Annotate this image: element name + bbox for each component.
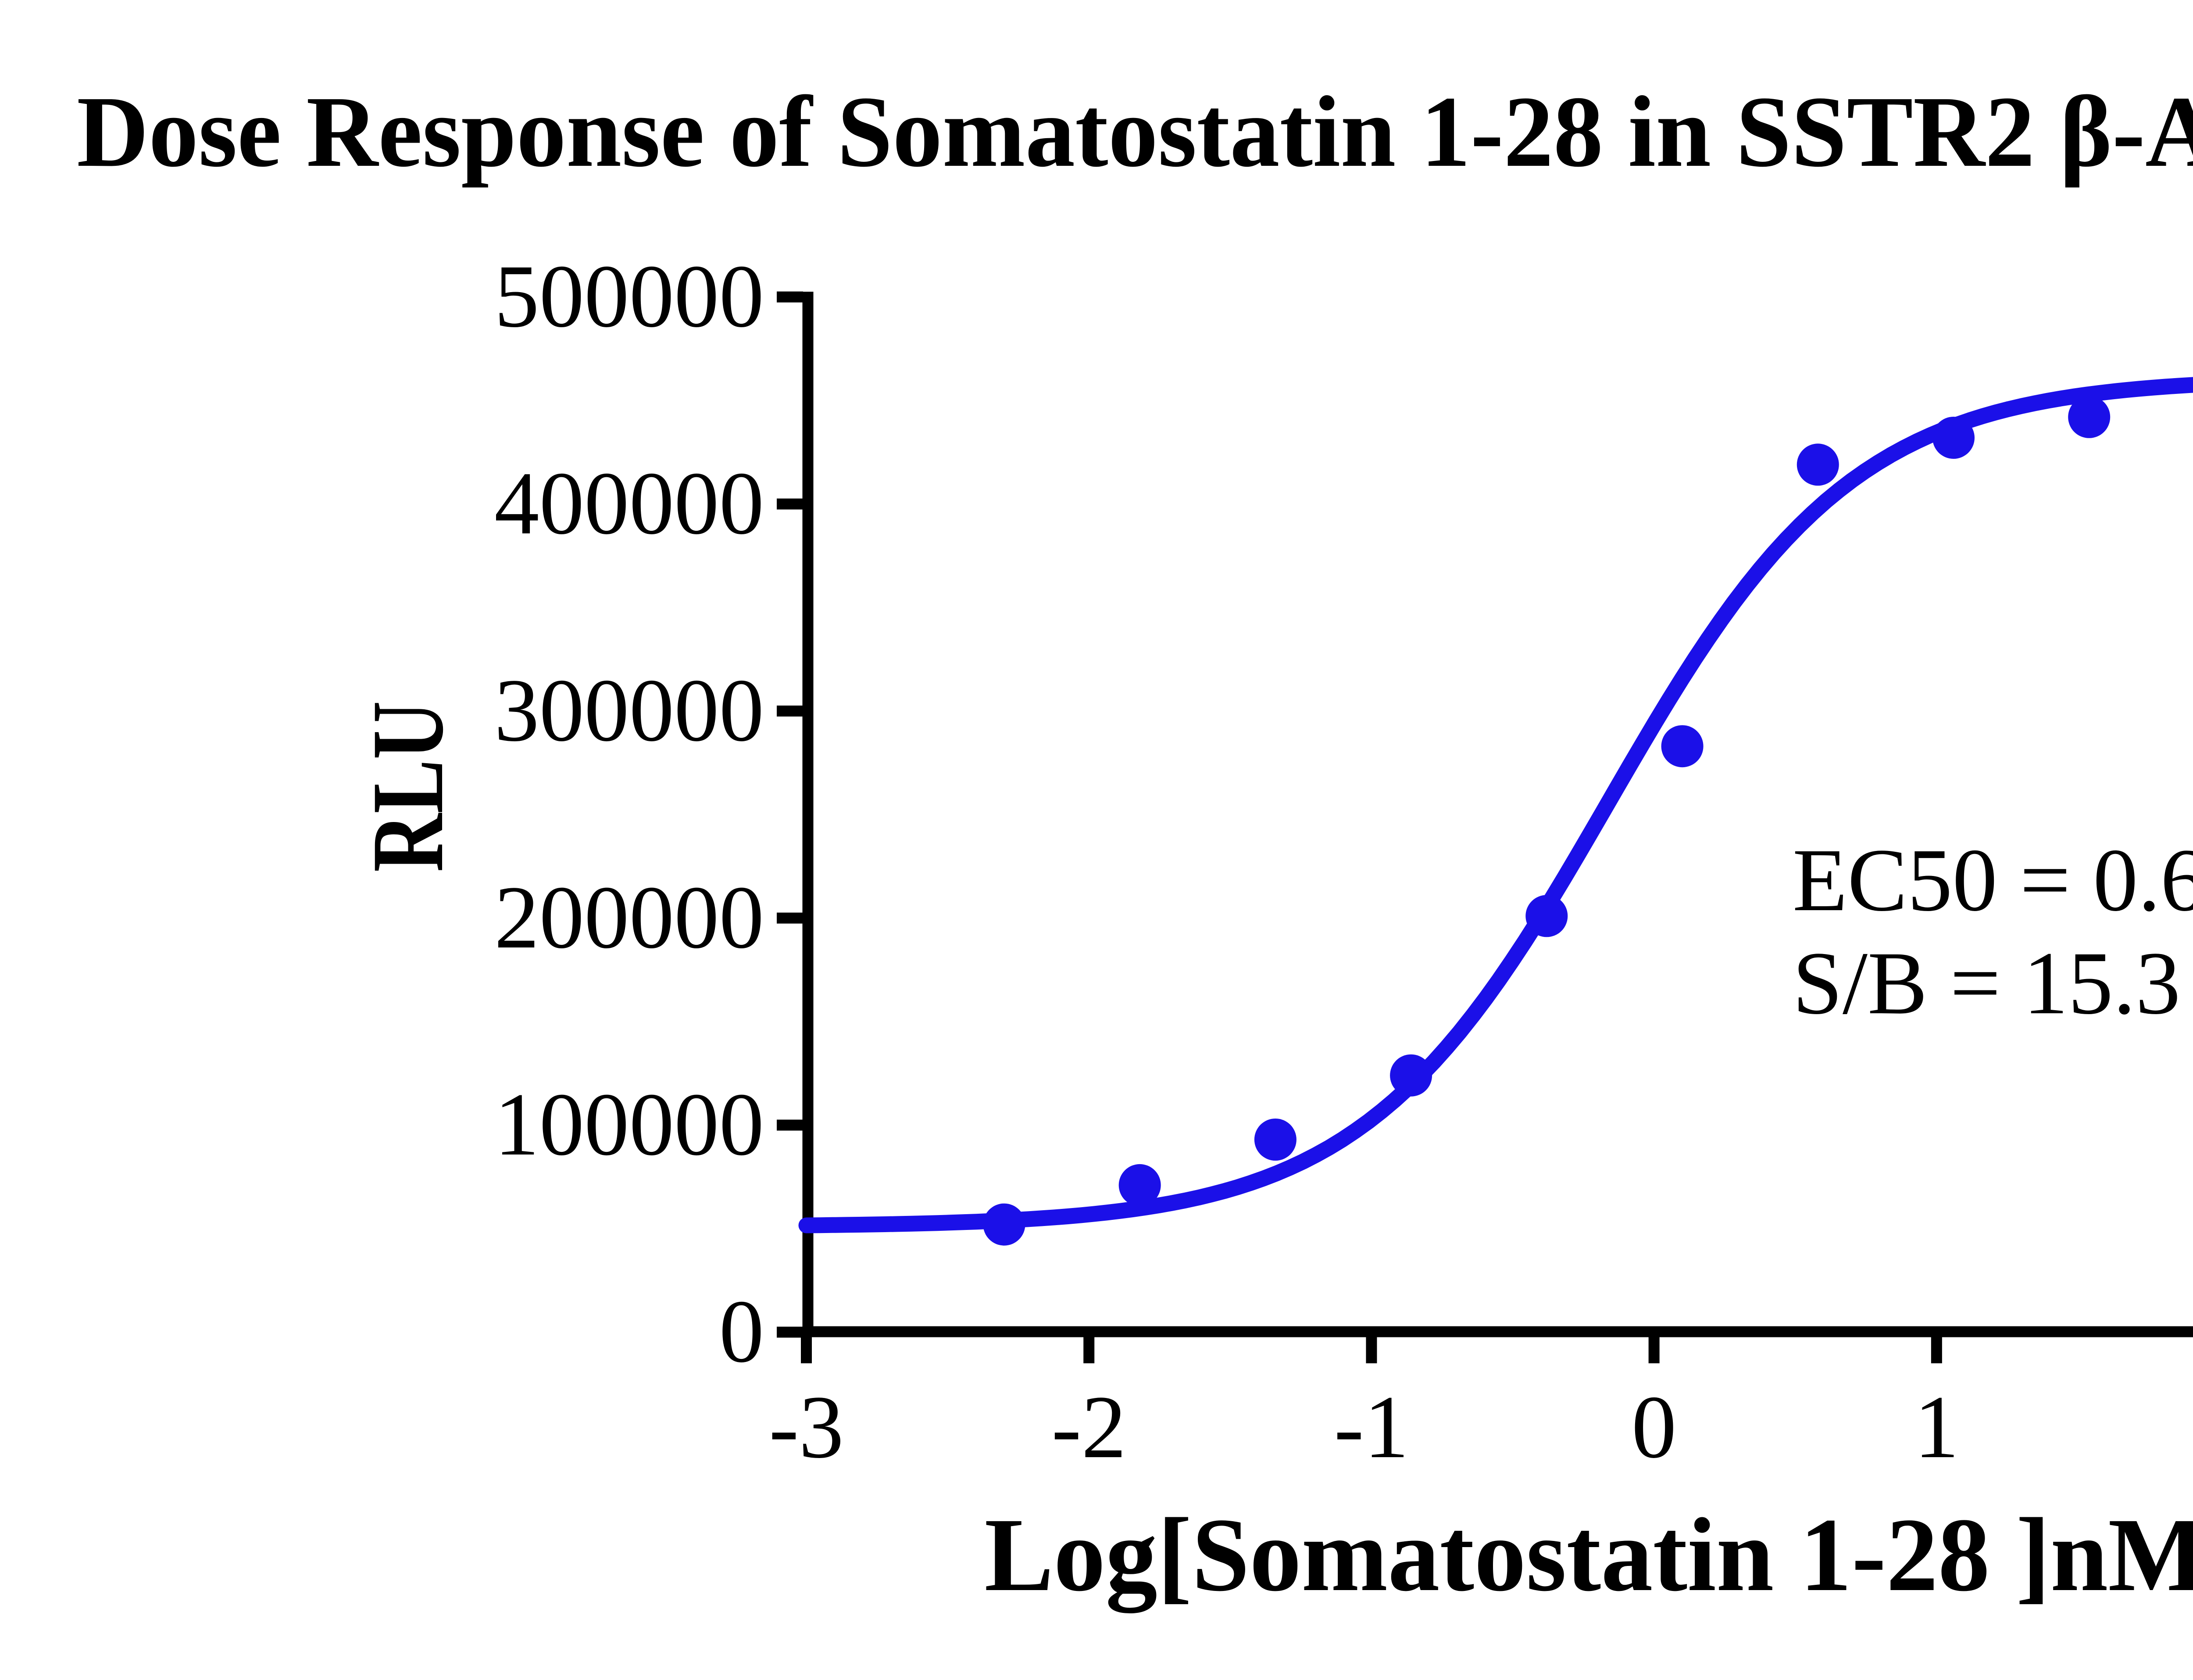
data-point xyxy=(1932,417,1975,459)
plot-axes xyxy=(802,292,2193,1337)
x-tick-label: -1 xyxy=(1334,1377,1409,1477)
y-tick-label: 500000 xyxy=(494,247,764,346)
y-axis-title: RLU xyxy=(350,701,464,872)
data-point-layer xyxy=(983,396,2111,1246)
y-tick-label: 0 xyxy=(719,1282,764,1381)
data-point xyxy=(1661,725,1704,768)
annotation-ec50: EC50 = 0.69 nM xyxy=(1793,830,2193,930)
x-tick-label: 1 xyxy=(1914,1377,1959,1477)
data-point xyxy=(983,1203,1025,1246)
x-axis-ticks: -3-2-1012 xyxy=(769,1337,1959,1477)
data-point xyxy=(1390,1054,1432,1097)
data-point xyxy=(1118,1164,1161,1206)
x-tick-label: -2 xyxy=(1051,1377,1126,1477)
x-tick-label: -3 xyxy=(769,1377,844,1477)
data-point xyxy=(1525,895,1568,937)
fit-annotation: EC50 = 0.69 nM S/B = 15.3 xyxy=(1793,830,2193,1033)
y-tick-label: 200000 xyxy=(494,868,764,967)
y-tick-label: 100000 xyxy=(494,1075,764,1174)
x-axis-title: Log[Somatostatin 1-28 ]nM xyxy=(985,1496,2193,1613)
x-tick-label: 0 xyxy=(1632,1377,1677,1477)
data-point xyxy=(2068,396,2111,438)
annotation-sb: S/B = 15.3 xyxy=(1793,933,2181,1033)
data-point xyxy=(1254,1119,1297,1161)
y-tick-label: 400000 xyxy=(494,454,764,553)
chart-title: Dose Response of Somatostatin 1-28 in SS… xyxy=(77,75,2193,188)
fit-curve-layer xyxy=(798,377,2193,1233)
y-tick-label: 300000 xyxy=(494,661,764,760)
fit-curve xyxy=(798,377,2193,1233)
y-axis-ticks: 0 100000 200000 300000 400000 500000 xyxy=(494,247,803,1381)
data-point xyxy=(1797,443,1839,486)
